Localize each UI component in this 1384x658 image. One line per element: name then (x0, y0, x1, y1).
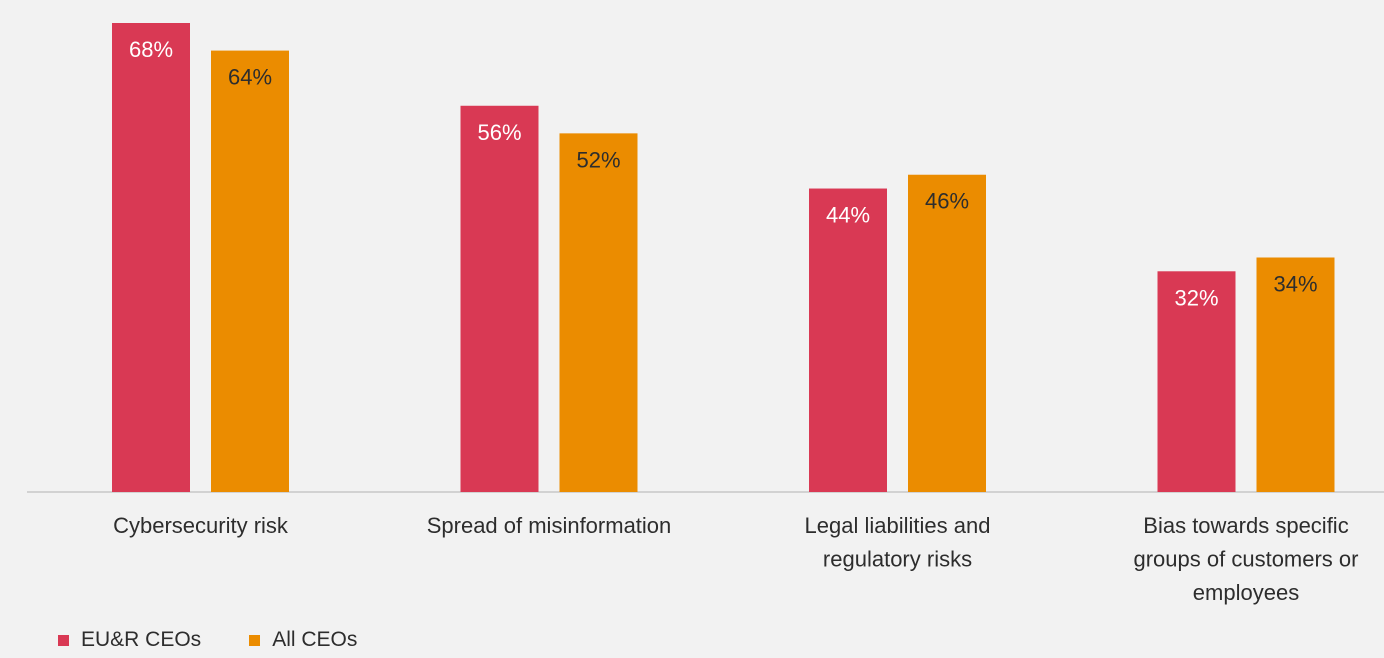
x-tick-label: Bias towards specific groups of customers… (1134, 513, 1359, 605)
bar-eur-ceos-3 (1157, 271, 1236, 492)
data-label: 46% (925, 189, 969, 214)
data-label: 56% (477, 120, 521, 145)
bar-all-ceos-1 (559, 133, 638, 492)
bar-eur-ceos-0 (112, 23, 190, 492)
bar-all-ceos-2 (908, 174, 986, 492)
data-label: 32% (1174, 285, 1218, 310)
legend-item-all-ceos: All CEOs (249, 628, 357, 652)
legend-item-eur-ceos: EU&R CEOs (58, 628, 201, 652)
data-label: 64% (228, 65, 272, 90)
x-tick-label: Spread of misinformation (427, 513, 672, 538)
bar-all-ceos-0 (211, 50, 289, 493)
bar-eur-ceos-1 (460, 105, 539, 492)
legend-label-all-ceos: All CEOs (272, 628, 358, 651)
legend-swatch-eur-ceos (58, 634, 69, 646)
bar-all-ceos-3 (1256, 257, 1335, 492)
legend: EU&R CEOs All CEOs (58, 628, 357, 658)
data-label: 52% (576, 147, 620, 172)
data-label: 44% (826, 203, 870, 228)
bar-eur-ceos-2 (809, 188, 887, 492)
legend-label-eur-ceos: EU&R CEOs (81, 628, 202, 651)
data-label: 34% (1273, 272, 1317, 297)
x-tick-label: Legal liabilities and regulatory risks (805, 513, 991, 572)
legend-swatch-all-ceos (249, 634, 261, 646)
data-label: 68% (129, 37, 173, 62)
x-tick-label: Cybersecurity risk (113, 513, 289, 538)
